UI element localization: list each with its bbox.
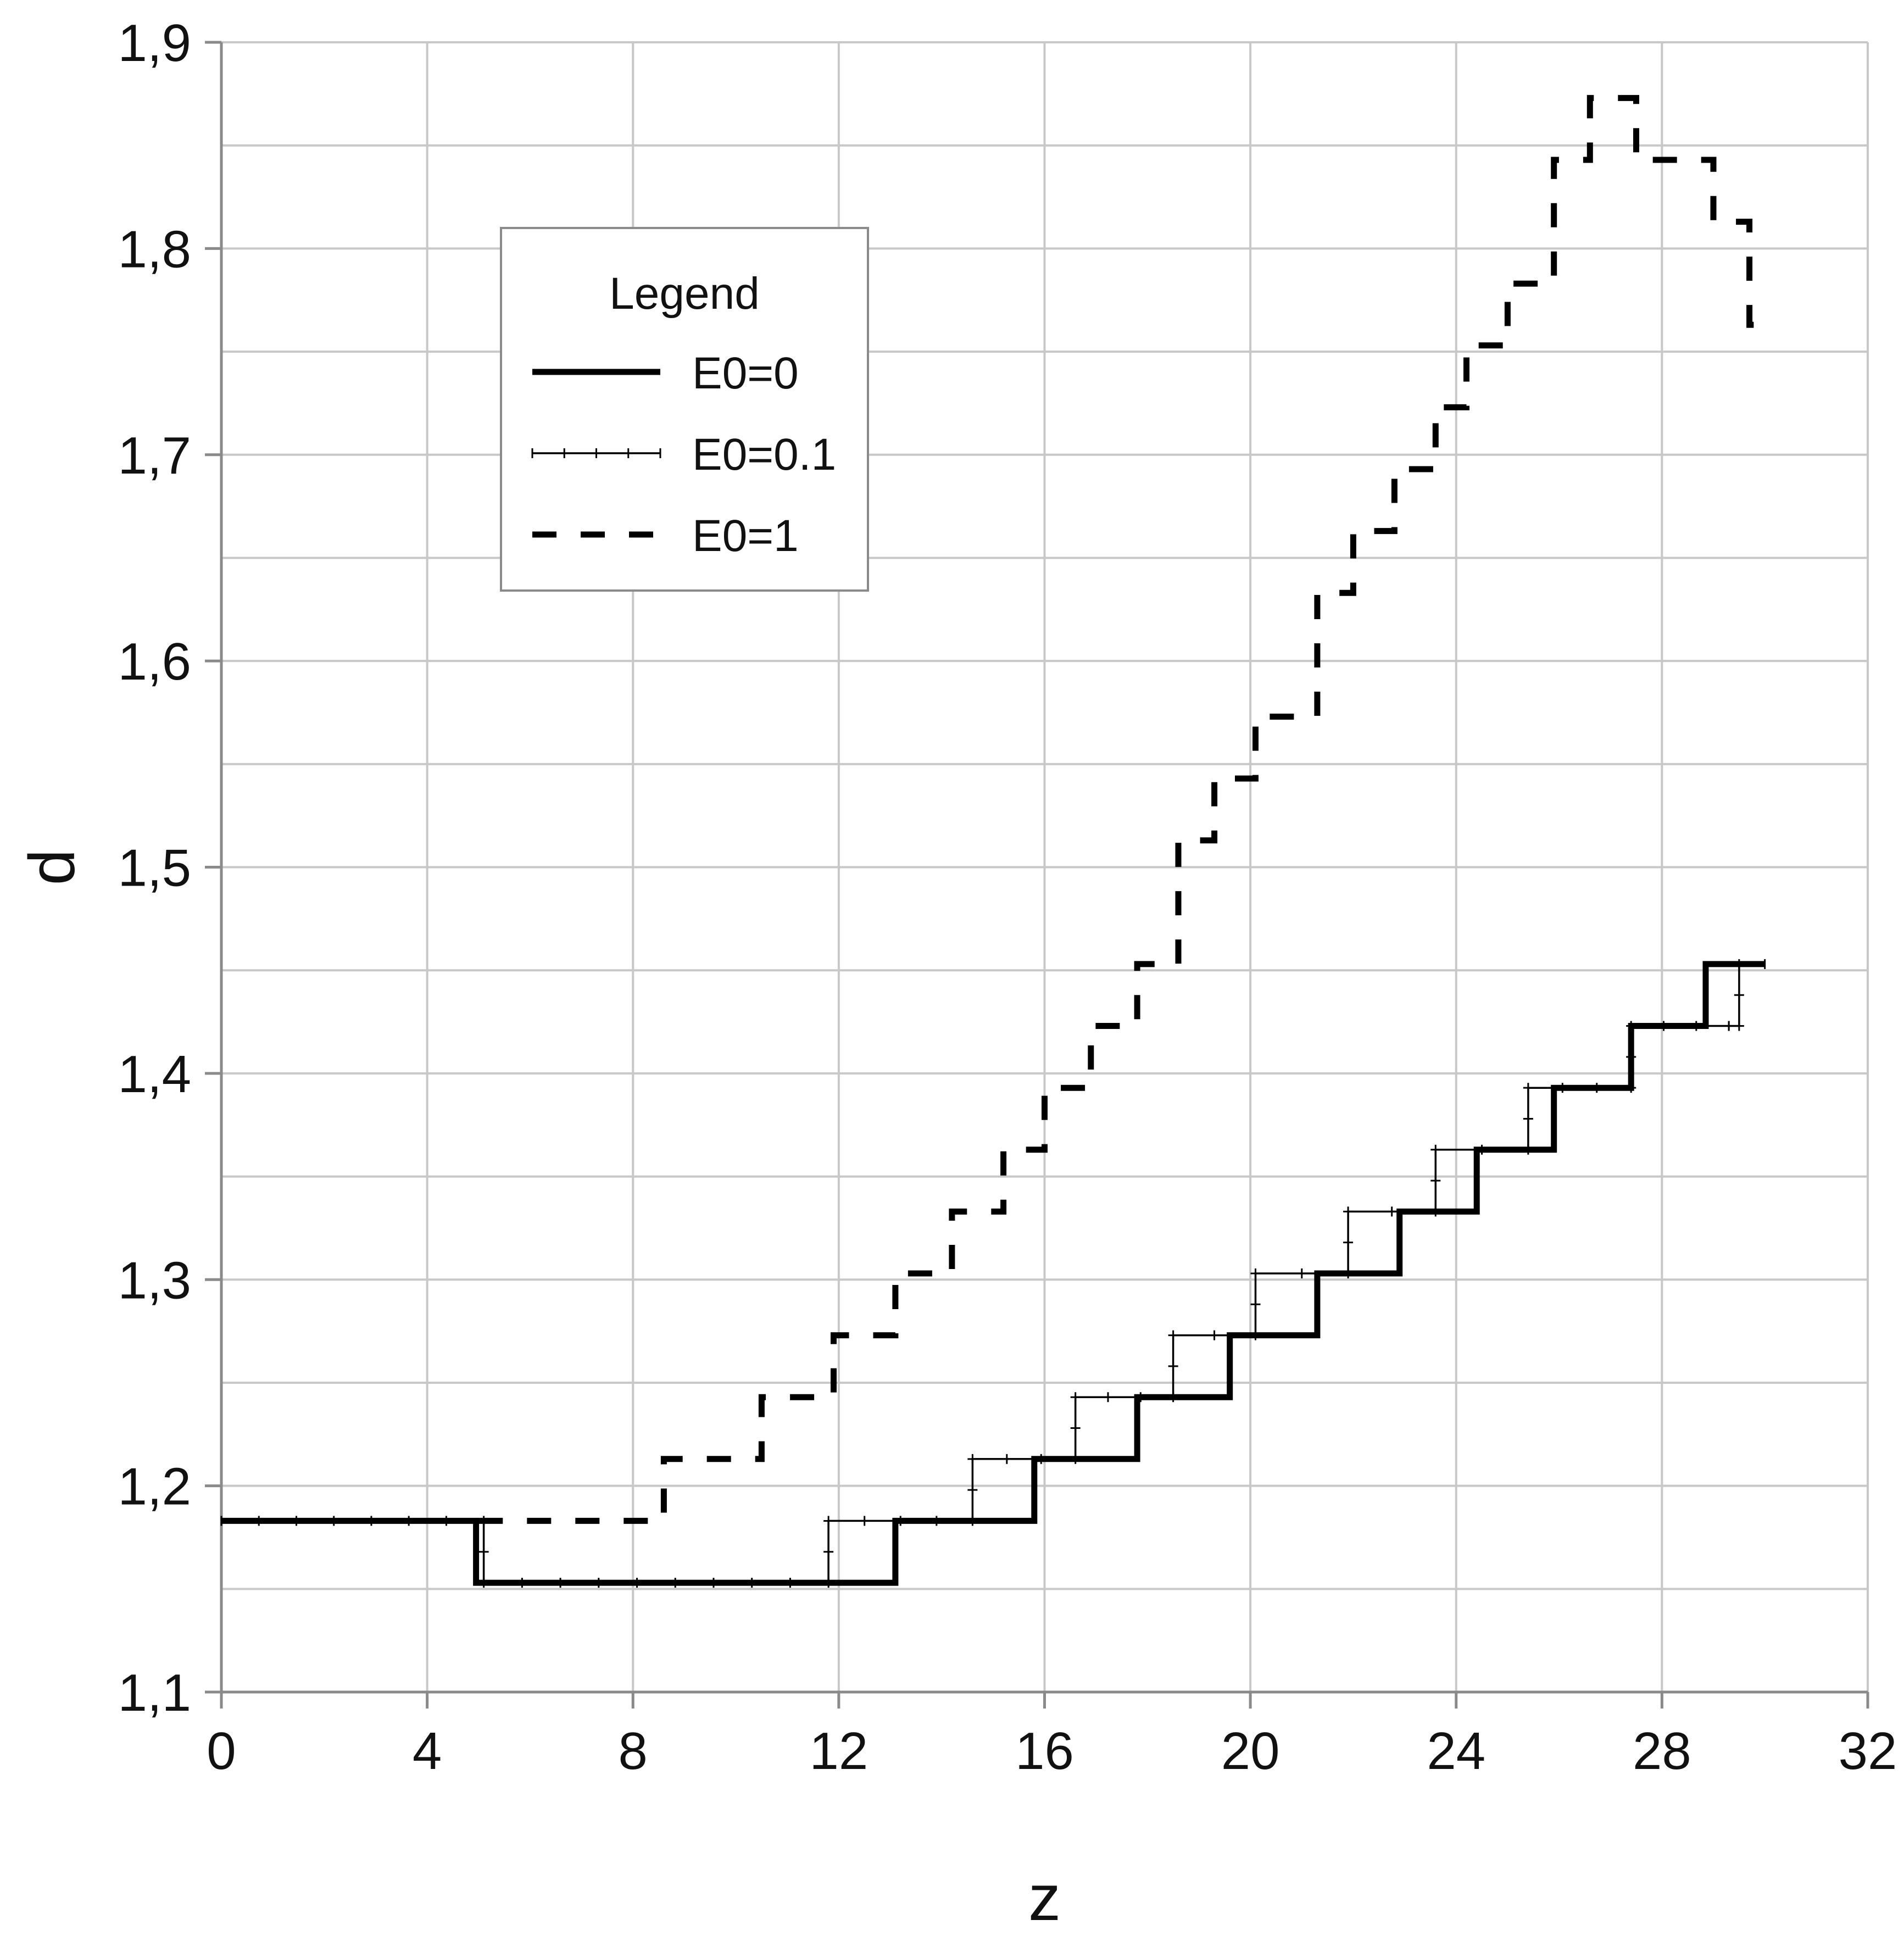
x-tick-label: 20	[1221, 1722, 1280, 1780]
y-tick-label: 1,3	[118, 1251, 191, 1310]
y-tick-label: 1,4	[118, 1045, 191, 1104]
y-tick-label: 1,6	[118, 632, 191, 691]
x-tick-label: 4	[413, 1722, 442, 1780]
y-tick-label: 1,5	[118, 839, 191, 898]
x-tick-label: 0	[207, 1722, 236, 1780]
x-tick-label: 8	[619, 1722, 648, 1780]
y-tick-label: 1,2	[118, 1457, 191, 1516]
grid	[220, 41, 1869, 1693]
legend-title: Legend	[609, 269, 760, 319]
y-tick-label: 1,7	[118, 426, 191, 485]
y-tick-label: 1,9	[118, 14, 191, 73]
series-lines	[220, 94, 1766, 1588]
x-tick-label: 32	[1839, 1722, 1897, 1780]
x-tick-label: 16	[1015, 1722, 1074, 1780]
legend-entry-label: E0=0	[692, 348, 799, 398]
y-tick-label: 1,8	[118, 220, 191, 279]
y-axis-label: d	[16, 849, 88, 886]
legend-entry-label: E0=1	[692, 511, 799, 561]
x-tick-label: 24	[1427, 1722, 1485, 1780]
legend-entry-label: E0=0.1	[692, 430, 836, 480]
x-tick-label: 28	[1633, 1722, 1691, 1780]
axes	[205, 41, 1869, 1709]
y-tick-label: 1,1	[118, 1663, 191, 1722]
tick-labels: 0 4 8 12 16 20 24 28 32 1,1 1,2 1,3 1,4 1,5 1,6 1,7 1,8 1…	[118, 14, 1897, 1780]
x-axis-label: z	[1028, 1862, 1061, 1934]
series-line-E0=0	[221, 961, 1765, 1586]
series-line-E0=0.1	[221, 963, 1765, 1584]
legend: Legend E0=0 E0=0.1 E0=1	[500, 227, 869, 592]
x-tick-label: 12	[809, 1722, 868, 1780]
series-line-E0=1	[478, 94, 1765, 1524]
legend-entries: E0=0 E0=0.1 E0=1	[531, 348, 836, 561]
legend-box	[500, 227, 869, 592]
